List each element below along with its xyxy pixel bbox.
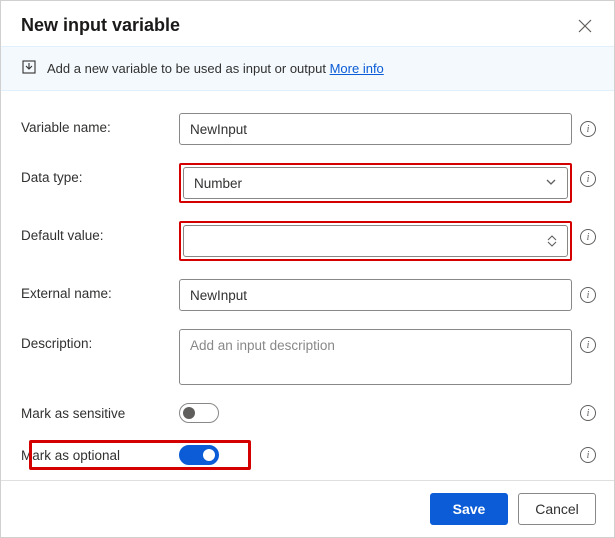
label-sensitive: Mark as sensitive xyxy=(21,406,179,421)
data-type-value: Number xyxy=(194,176,242,191)
info-icon[interactable]: i xyxy=(580,337,596,353)
row-optional: Mark as optional i xyxy=(21,445,596,465)
description-input[interactable]: Add an input description xyxy=(179,329,572,385)
row-variable-name: Variable name: NewInput i xyxy=(21,113,596,145)
close-icon[interactable] xyxy=(576,17,594,35)
variable-name-input[interactable]: NewInput xyxy=(179,113,572,145)
sensitive-toggle[interactable] xyxy=(179,403,219,423)
label-default-value: Default value: xyxy=(21,221,179,243)
row-default-value: Default value: i xyxy=(21,221,596,261)
chevron-down-icon xyxy=(545,176,557,191)
row-external-name: External name: NewInput i xyxy=(21,279,596,311)
form-body: Variable name: NewInput i Data type: Num… xyxy=(1,91,614,465)
label-external-name: External name: xyxy=(21,279,179,301)
default-value-input[interactable] xyxy=(183,225,568,257)
dialog-header: New input variable xyxy=(1,1,614,46)
spinner-icon[interactable] xyxy=(547,235,557,247)
info-icon[interactable]: i xyxy=(580,171,596,187)
save-button[interactable]: Save xyxy=(430,493,508,525)
label-optional: Mark as optional xyxy=(21,448,179,463)
label-data-type: Data type: xyxy=(21,163,179,185)
info-icon[interactable]: i xyxy=(580,121,596,137)
external-name-input[interactable]: NewInput xyxy=(179,279,572,311)
description-placeholder: Add an input description xyxy=(190,338,335,353)
dialog-footer: Save Cancel xyxy=(1,480,614,537)
info-icon[interactable]: i xyxy=(580,447,596,463)
info-icon[interactable]: i xyxy=(580,287,596,303)
info-bar: Add a new variable to be used as input o… xyxy=(1,46,614,91)
variable-name-value: NewInput xyxy=(190,122,247,137)
info-text: Add a new variable to be used as input o… xyxy=(47,61,384,76)
info-icon[interactable]: i xyxy=(580,405,596,421)
import-icon xyxy=(21,59,37,78)
data-type-select[interactable]: Number xyxy=(183,167,568,199)
highlight-data-type: Number xyxy=(179,163,572,203)
cancel-button[interactable]: Cancel xyxy=(518,493,596,525)
label-description: Description: xyxy=(21,329,179,351)
optional-toggle[interactable] xyxy=(179,445,219,465)
label-variable-name: Variable name: xyxy=(21,113,179,135)
row-sensitive: Mark as sensitive i xyxy=(21,403,596,423)
dialog-title: New input variable xyxy=(21,15,180,36)
info-text-label: Add a new variable to be used as input o… xyxy=(47,61,326,76)
row-data-type: Data type: Number i xyxy=(21,163,596,203)
external-name-value: NewInput xyxy=(190,288,247,303)
info-icon[interactable]: i xyxy=(580,229,596,245)
row-description: Description: Add an input description i xyxy=(21,329,596,385)
highlight-default-value xyxy=(179,221,572,261)
more-info-link[interactable]: More info xyxy=(330,61,384,76)
